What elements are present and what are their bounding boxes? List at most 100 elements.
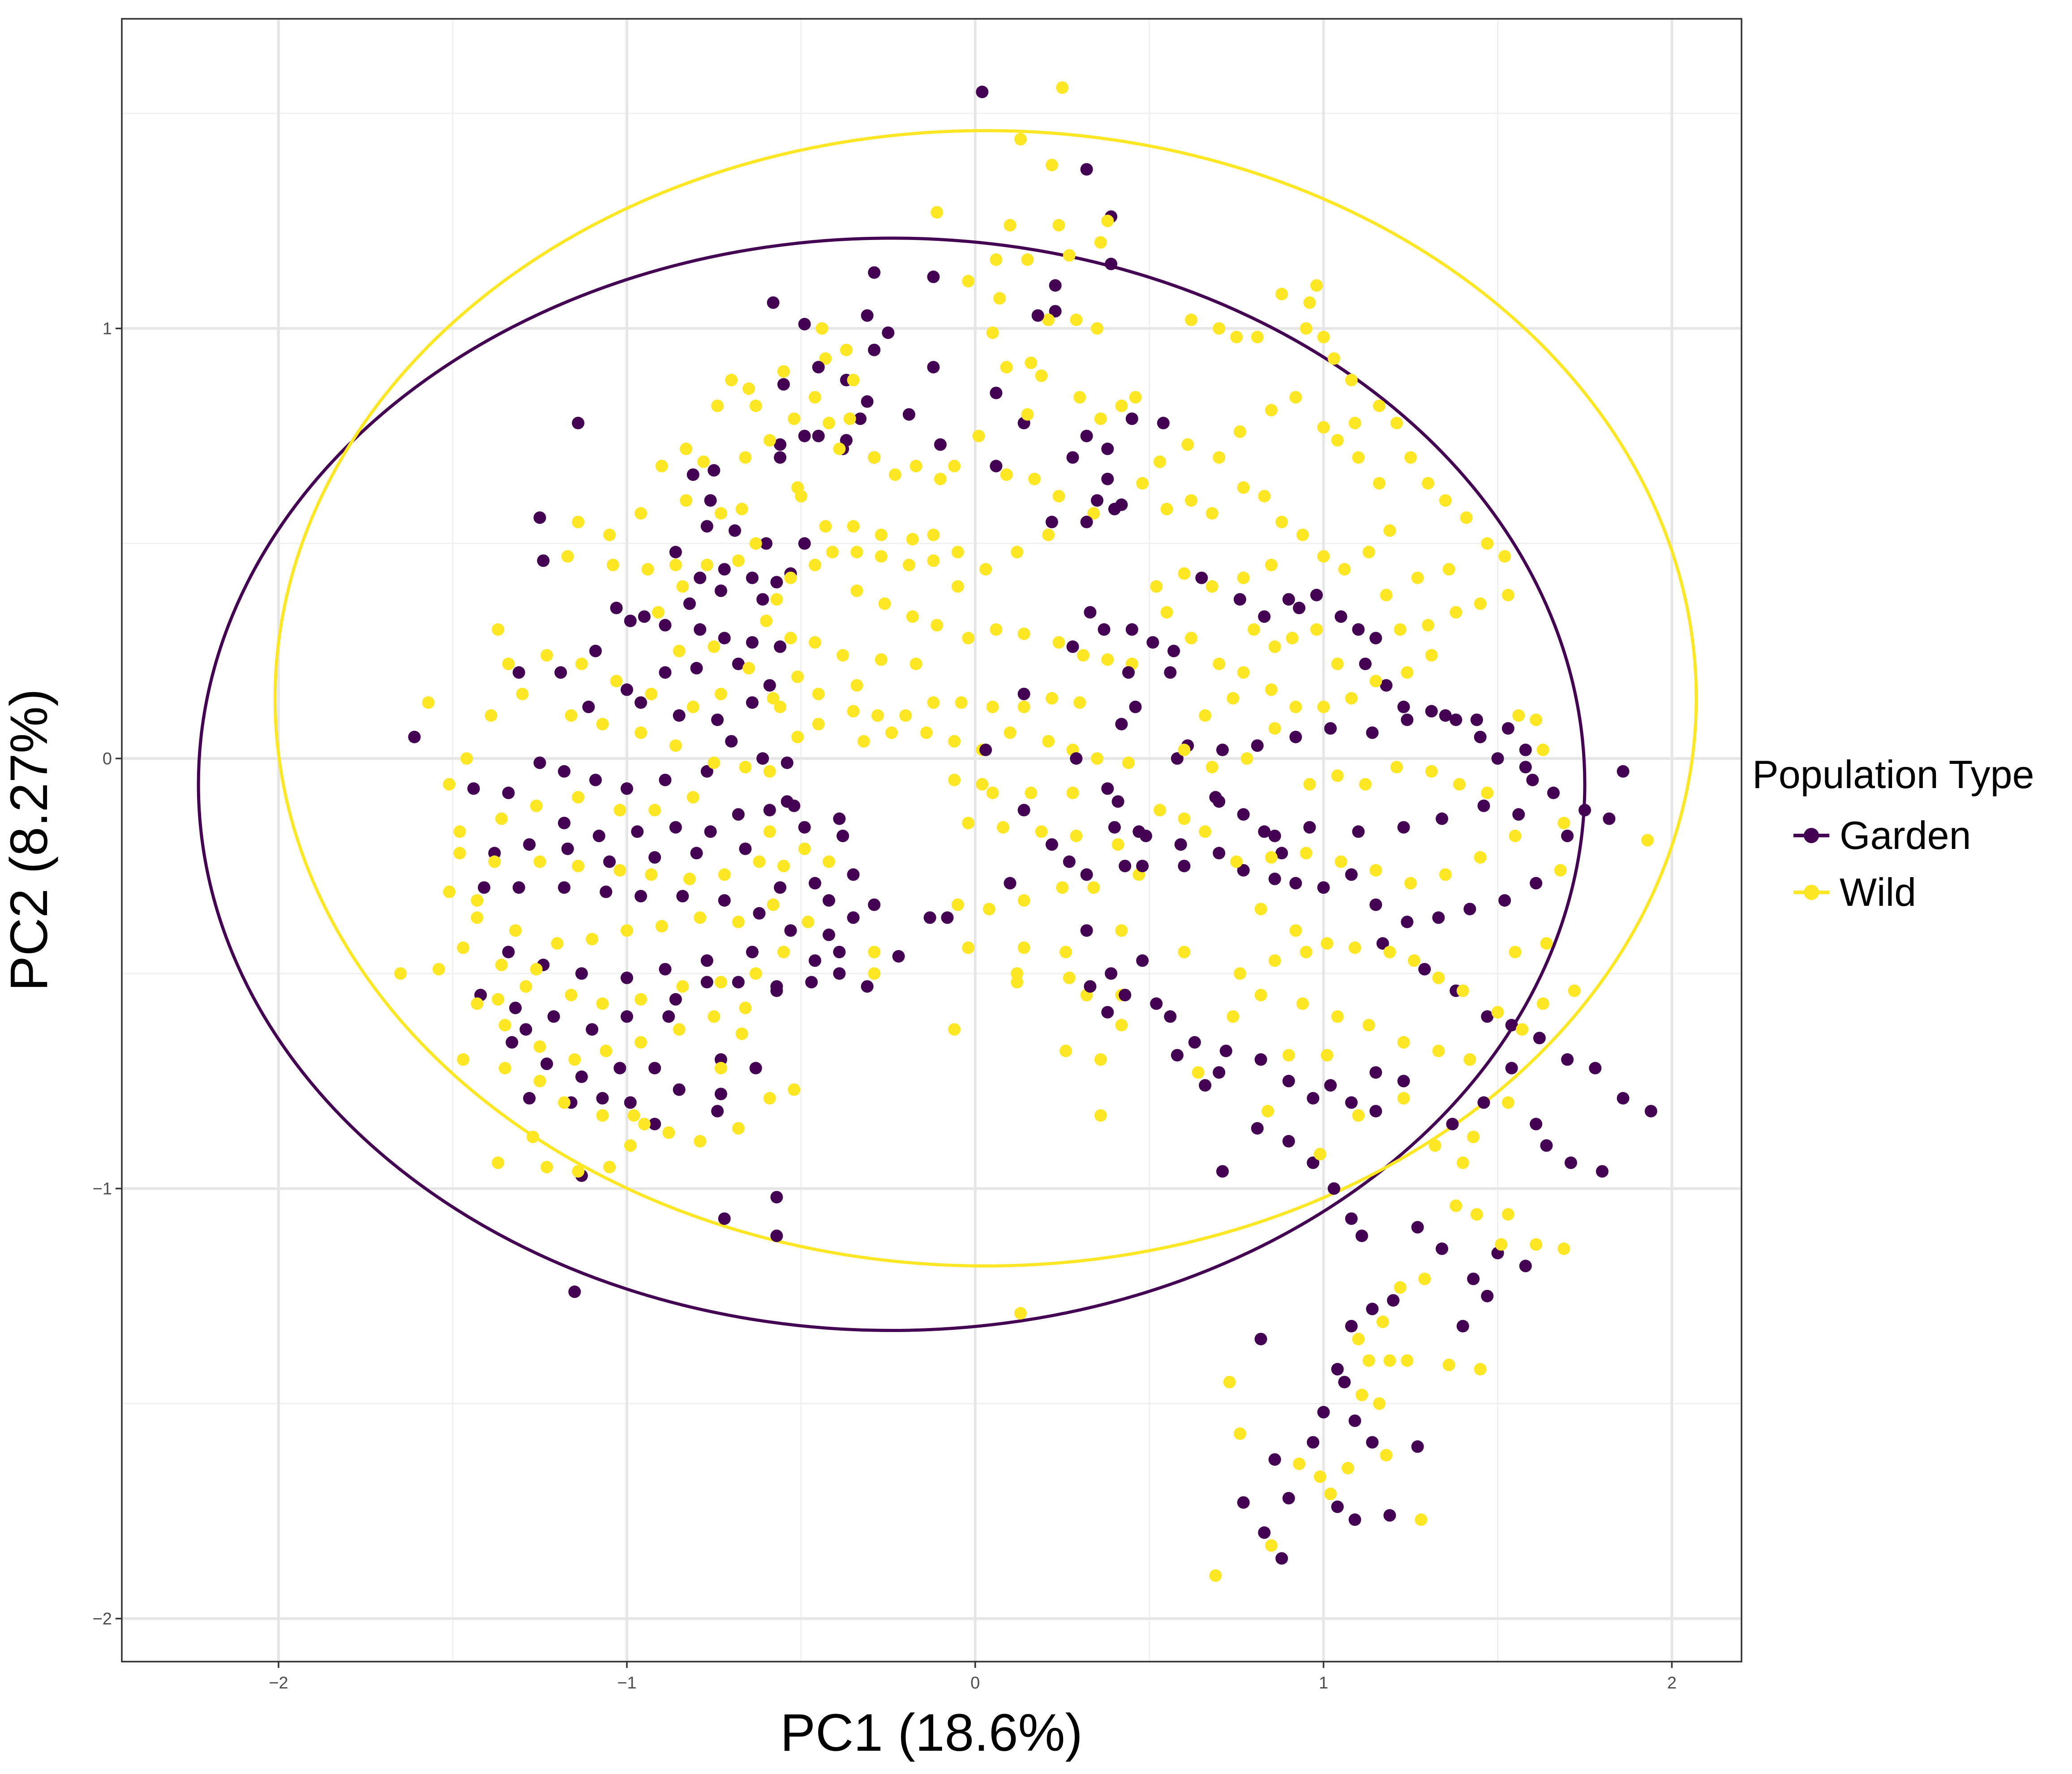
point-garden: [770, 980, 783, 993]
point-garden: [840, 434, 853, 447]
point-wild: [1237, 481, 1250, 494]
point-garden: [1331, 1363, 1344, 1375]
point-garden: [1275, 1552, 1288, 1565]
point-garden: [1345, 1320, 1358, 1333]
point-wild: [962, 274, 975, 287]
point-garden: [1136, 954, 1149, 967]
point-wild: [1342, 1461, 1354, 1474]
point-garden: [704, 494, 717, 507]
point-garden: [1540, 1139, 1553, 1152]
point-wild: [1380, 1449, 1393, 1461]
point-wild: [1254, 903, 1267, 916]
point-wild: [1199, 709, 1212, 722]
grid-lines: [122, 19, 1742, 1662]
point-garden: [753, 907, 766, 920]
point-garden: [1237, 1496, 1250, 1509]
point-wild: [443, 778, 456, 791]
point-wild: [1265, 851, 1278, 864]
point-wild: [777, 860, 790, 873]
point-garden: [1017, 687, 1030, 700]
point-wild: [979, 563, 992, 576]
point-garden: [1004, 877, 1017, 890]
point-wild: [990, 623, 1003, 636]
point-wild: [1456, 984, 1469, 997]
point-garden: [774, 438, 787, 451]
point-wild: [1251, 330, 1264, 343]
point-garden: [837, 829, 849, 842]
point-wild: [530, 799, 543, 812]
point-wild: [606, 558, 619, 571]
point-wild: [1275, 515, 1288, 528]
point-wild: [1321, 1049, 1334, 1062]
point-wild: [1442, 563, 1455, 576]
point-garden: [1397, 700, 1410, 713]
point-garden: [676, 890, 689, 903]
point-garden: [781, 795, 794, 808]
point-garden: [833, 967, 846, 980]
point-wild: [457, 941, 470, 954]
point-wild: [1154, 455, 1166, 468]
point-garden: [1171, 752, 1184, 765]
point-garden: [1066, 640, 1079, 653]
point-garden: [718, 894, 731, 907]
point-wild: [1035, 825, 1048, 838]
point-garden: [1293, 601, 1306, 614]
point-garden: [934, 438, 947, 451]
point-wild: [732, 1122, 745, 1135]
point-garden: [1348, 1414, 1361, 1427]
point-garden: [861, 980, 874, 993]
point-wild: [1115, 924, 1128, 937]
point-garden: [568, 1286, 581, 1298]
point-garden: [749, 1062, 762, 1075]
point-garden: [823, 894, 835, 907]
point-wild: [1025, 356, 1038, 369]
point-garden: [635, 696, 647, 709]
point-wild: [808, 391, 821, 404]
point-garden: [558, 881, 571, 894]
point-garden: [1213, 847, 1226, 860]
point-wild: [909, 657, 922, 670]
point-wild: [1237, 666, 1250, 679]
legend-item-wild: Wild: [1793, 870, 1916, 914]
x-axis-title: PC1 (18.6%): [780, 1703, 1083, 1762]
point-garden: [659, 619, 672, 632]
point-wild: [906, 533, 919, 546]
point-wild: [1498, 550, 1511, 563]
point-wild: [1265, 404, 1278, 416]
point-wild: [662, 1126, 675, 1139]
point-wild: [1063, 249, 1076, 262]
point-wild: [920, 726, 933, 739]
point-garden: [1579, 804, 1591, 817]
point-garden: [1589, 1062, 1602, 1075]
point-wild: [1383, 1354, 1396, 1367]
point-garden: [1467, 1273, 1480, 1286]
point-wild: [875, 653, 888, 666]
point-wild: [819, 520, 832, 533]
point-wild: [620, 924, 633, 937]
point-wild: [1052, 219, 1065, 231]
point-garden: [708, 464, 721, 477]
point-wild: [1223, 1375, 1236, 1388]
point-wild: [948, 1023, 961, 1036]
point-wild: [847, 705, 860, 718]
point-garden: [1122, 666, 1135, 679]
point-wild: [673, 1023, 686, 1036]
point-garden: [1289, 731, 1302, 743]
point-garden: [592, 829, 605, 842]
point-wild: [572, 515, 584, 528]
point-wild: [808, 558, 821, 571]
point-wild: [1192, 1066, 1205, 1079]
point-wild: [453, 847, 466, 860]
point-wild: [495, 812, 508, 825]
point-garden: [700, 954, 713, 967]
point-wild: [847, 520, 860, 533]
point-garden: [408, 731, 421, 743]
point-wild: [432, 963, 445, 976]
point-wild: [1463, 1053, 1476, 1066]
point-wild: [833, 442, 846, 455]
point-wild: [1397, 1036, 1410, 1049]
ellipse-garden: [197, 236, 1587, 1332]
point-wild: [1369, 864, 1382, 877]
point-garden: [1111, 795, 1124, 808]
point-wild: [1501, 1096, 1514, 1109]
